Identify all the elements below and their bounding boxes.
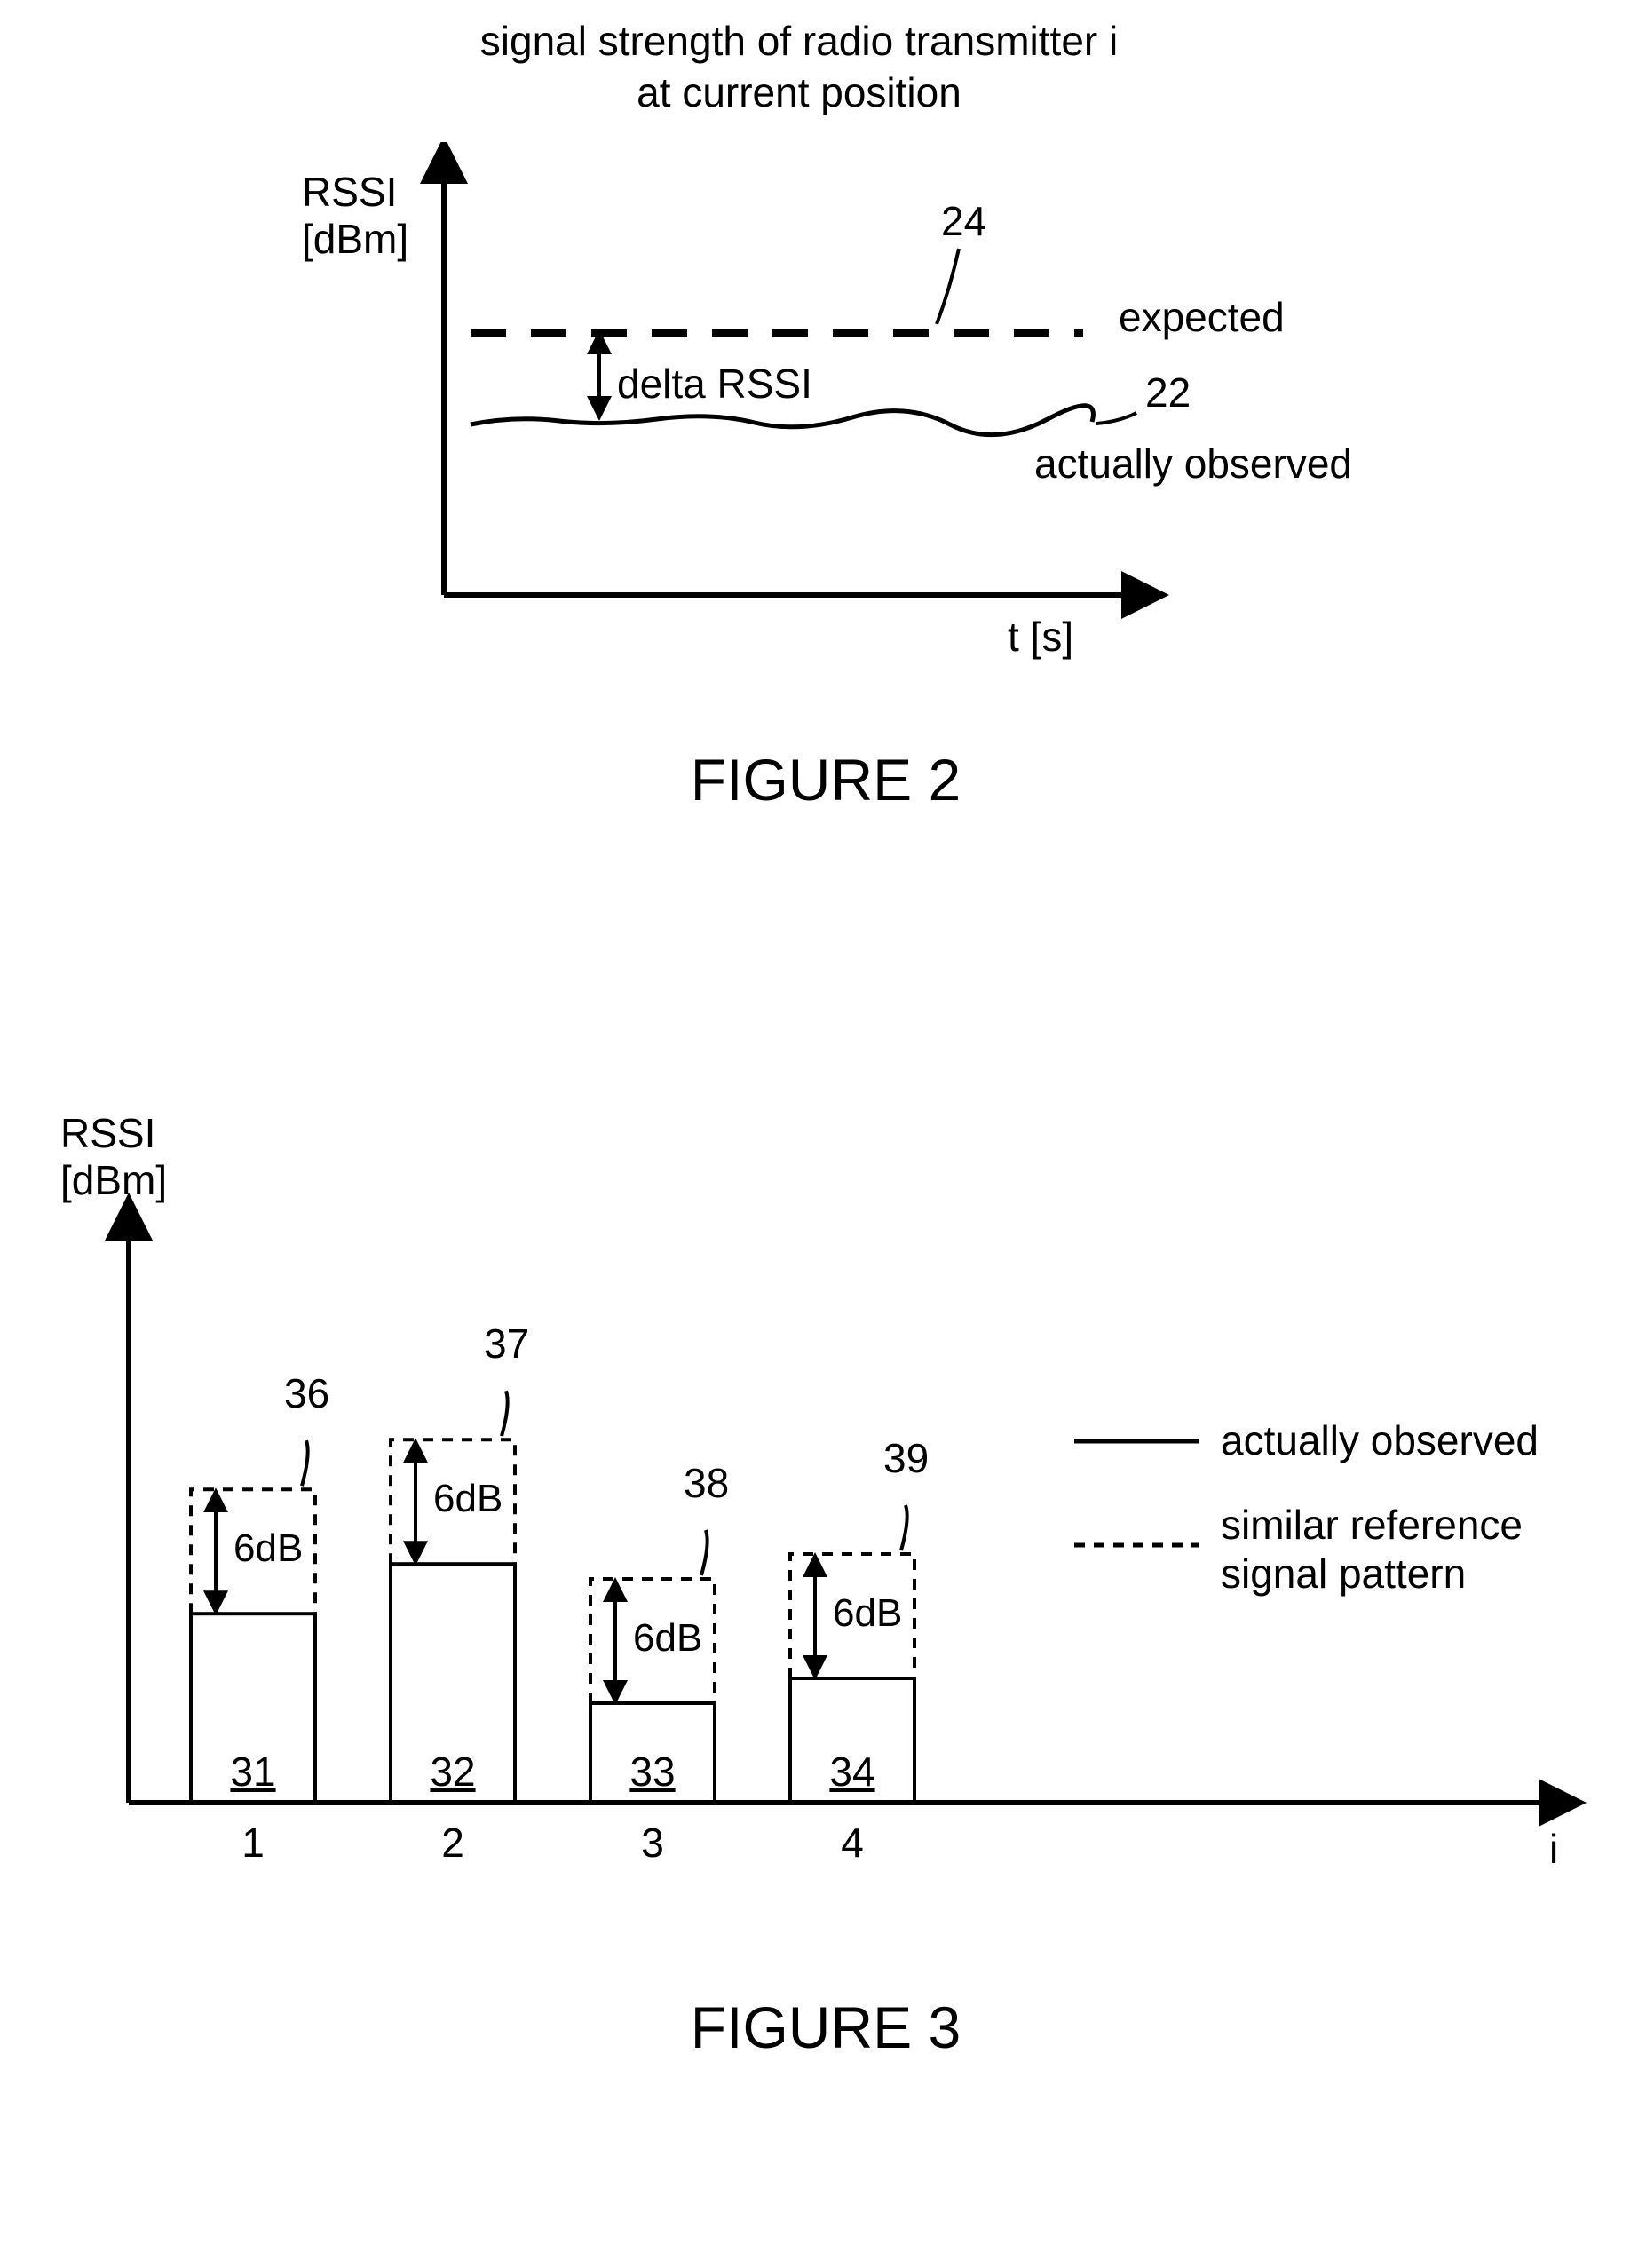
fig3-leader [302,1440,308,1486]
fig2-chart [408,142,1385,639]
fig3-tick-label: 2 [391,1819,515,1867]
fig3-leader [502,1391,508,1436]
fig3-leader [701,1530,708,1575]
fig3-delta-label: 6dB [633,1616,702,1661]
fig3-delta-label: 6dB [233,1527,303,1571]
fig3-ref-number: 39 [883,1434,929,1482]
fig2-title-line1: signal strength of radio transmitter i [355,16,1243,67]
fig2-leader-24 [937,249,959,324]
fig3-leader [901,1505,907,1550]
fig3-xaxis-label: i [1549,1825,1558,1873]
fig3-legend-ref-line2: signal pattern [1221,1550,1523,1598]
fig2-delta-label: delta RSSI [617,360,812,408]
fig3-bar-id: 34 [790,1748,914,1796]
fig3-ref-number: 37 [484,1320,529,1368]
fig3-tick-label: 1 [191,1819,315,1867]
fig3-caption: FIGURE 3 [559,1994,1092,2061]
fig3-delta-label: 6dB [433,1477,503,1521]
fig3-legend-observed: actually observed [1221,1416,1539,1464]
fig2-yaxis-line1: RSSI [302,169,408,216]
fig2-leader-22 [1096,413,1136,424]
fig3-legend-reference: similar reference signal pattern [1221,1501,1523,1598]
fig3-bar-id: 33 [590,1748,715,1796]
fig3-tick-label: 3 [590,1819,715,1867]
fig2-observed-label: actually observed [1034,440,1352,488]
fig2-expected-label: expected [1119,293,1285,341]
fig3-bar-id: 31 [191,1748,315,1796]
fig2-title: signal strength of radio transmitter i a… [355,16,1243,118]
fig3-bar-id: 32 [391,1748,515,1796]
fig3-legend-ref-line1: similar reference [1221,1501,1523,1550]
fig3-ref-number: 38 [684,1459,729,1507]
fig3-tick-label: 4 [790,1819,914,1867]
fig2-ref-22: 22 [1145,369,1191,416]
fig2-yaxis-line2: [dBm] [302,216,408,263]
fig3-ref-number: 36 [284,1369,329,1417]
fig2-xaxis-label: t [s] [1008,613,1073,661]
fig2-yaxis-label: RSSI [dBm] [302,169,408,263]
fig2-ref-24: 24 [941,197,986,245]
fig2-title-line2: at current position [355,67,1243,119]
fig2-observed-line [471,406,1093,435]
fig2-caption: FIGURE 2 [559,746,1092,813]
fig3-delta-label: 6dB [833,1591,902,1636]
